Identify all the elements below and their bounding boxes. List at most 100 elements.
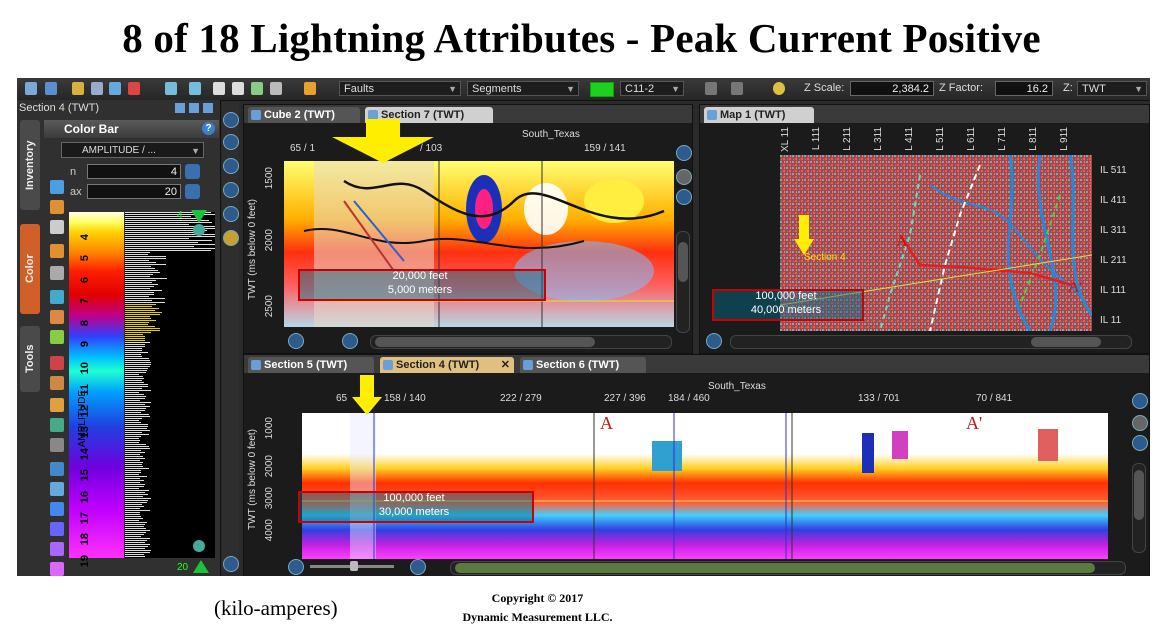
zoom-slider-thumb[interactable] [350, 561, 358, 571]
undo-icon[interactable] [705, 82, 717, 95]
pick-icon[interactable] [128, 82, 140, 95]
tab-color[interactable]: Color [20, 224, 40, 314]
span-icon[interactable] [165, 82, 177, 95]
scroll-thumb[interactable] [678, 242, 688, 282]
settings-icon[interactable] [270, 82, 282, 95]
zoom-out-icon[interactable] [193, 540, 205, 552]
map-horizontal-scrollbar[interactable] [730, 335, 1132, 349]
scroll-thumb[interactable] [1134, 470, 1144, 520]
max-handle-icon[interactable] [191, 210, 207, 223]
pin-icon[interactable] [175, 103, 185, 113]
tab-cube-2[interactable]: Cube 2 (TWT) [248, 107, 360, 123]
zoom-slider[interactable] [310, 561, 394, 571]
rotate-icon[interactable] [223, 182, 239, 198]
color-swatch[interactable] [590, 82, 614, 97]
z-scale-field[interactable]: 2,384.2 [850, 81, 934, 96]
fill-icon[interactable] [50, 462, 64, 476]
undo-icon[interactable] [50, 244, 64, 258]
gradient-icon[interactable] [50, 310, 64, 324]
horizon-combo[interactable]: C11-2 ▼ [620, 81, 684, 96]
zoom-icon[interactable] [223, 158, 239, 174]
grid-icon[interactable] [50, 438, 64, 452]
max-reset-icon[interactable] [185, 184, 200, 199]
zoom-in-icon[interactable] [676, 145, 692, 161]
flip-icon[interactable] [50, 290, 64, 304]
zoom-out-icon[interactable] [288, 333, 304, 349]
faults-combo[interactable]: Faults ▼ [339, 81, 461, 96]
swatch-navy-icon[interactable] [50, 502, 64, 516]
tab-section-5[interactable]: Section 5 (TWT) [248, 357, 374, 373]
image-icon[interactable] [50, 330, 64, 344]
zoom-in-icon[interactable] [410, 559, 426, 575]
redo-icon[interactable] [731, 82, 743, 95]
vertical-scrollbar[interactable] [676, 231, 690, 333]
zoom-out-icon[interactable] [1132, 435, 1148, 451]
pan-icon[interactable] [223, 134, 239, 150]
cursor-icon[interactable] [232, 82, 244, 95]
zoom-in-icon[interactable] [342, 333, 358, 349]
horizontal-scrollbar[interactable] [450, 561, 1126, 575]
swatch-purple-icon[interactable] [50, 522, 64, 536]
z-factor-field[interactable]: 16.2 [995, 81, 1053, 96]
colorbar-header[interactable]: Color Bar ? [44, 120, 219, 138]
vertical-scrollbar[interactable] [1132, 463, 1146, 553]
attribute-combo[interactable]: AMPLITUDE / ... ▼ [61, 142, 204, 158]
redo-icon[interactable] [50, 266, 64, 280]
seismic-section-7[interactable] [284, 161, 674, 327]
seismic-section-4[interactable] [302, 413, 1108, 559]
scroll-thumb[interactable] [1031, 337, 1101, 347]
min-handle-icon[interactable] [193, 560, 209, 573]
open-icon[interactable] [25, 82, 37, 95]
pan-icon[interactable] [676, 169, 692, 185]
swatch-blue-icon[interactable] [50, 482, 64, 496]
tab-section-6[interactable]: Section 6 (TWT) [520, 357, 646, 373]
swatch-magenta-icon[interactable] [50, 562, 64, 576]
min-field[interactable]: 4 [87, 164, 181, 179]
fit-icon[interactable] [223, 206, 239, 222]
z-domain-combo[interactable]: TWT ▼ [1077, 81, 1147, 96]
swatch-violet-icon[interactable] [50, 542, 64, 556]
filter-icon[interactable] [109, 82, 121, 95]
lightning-map[interactable] [780, 155, 1092, 331]
minimize-icon[interactable] [189, 103, 199, 113]
layout-icon[interactable] [213, 82, 225, 95]
folder-icon[interactable] [72, 82, 84, 95]
zoom-in-icon[interactable] [193, 224, 205, 236]
document-icon[interactable] [50, 220, 64, 234]
zoom-in-icon[interactable] [223, 112, 239, 128]
help-icon[interactable]: ? [202, 122, 215, 135]
camera-icon[interactable] [251, 82, 263, 95]
pan-icon[interactable] [1132, 415, 1148, 431]
dock-icon[interactable] [203, 103, 213, 113]
save-icon[interactable] [45, 82, 57, 95]
amplitude-histogram[interactable] [125, 212, 215, 558]
zoom-in-icon[interactable] [1132, 393, 1148, 409]
pencil-icon[interactable] [304, 82, 316, 95]
min-reset-icon[interactable] [185, 164, 200, 179]
segments-combo[interactable]: Segments ▼ [467, 81, 579, 96]
palette-icon[interactable] [50, 200, 64, 214]
window-icon[interactable] [223, 556, 239, 572]
scroll-thumb[interactable] [455, 563, 1095, 573]
refresh-icon[interactable] [50, 180, 64, 194]
horizontal-scrollbar[interactable] [370, 335, 672, 349]
zoom-out-icon[interactable] [676, 189, 692, 205]
sun-icon[interactable] [773, 82, 785, 95]
colorbar[interactable] [69, 212, 124, 558]
pan-icon[interactable] [189, 82, 201, 95]
zoom-out-icon[interactable] [288, 559, 304, 575]
tab-section-4[interactable]: Section 4 (TWT) ✕ [380, 357, 514, 373]
zoom-out-icon[interactable] [706, 333, 722, 349]
layers-icon[interactable] [223, 230, 239, 246]
ramp-icon[interactable] [50, 376, 64, 390]
max-field[interactable]: 20 [87, 184, 181, 199]
triangle-icon[interactable] [50, 356, 64, 370]
tab-map-1[interactable]: Map 1 (TWT) [704, 107, 814, 123]
ramp-alt-icon[interactable] [50, 398, 64, 412]
copy-icon[interactable] [91, 82, 103, 95]
tab-inventory[interactable]: Inventory [20, 120, 40, 210]
close-icon[interactable]: ✕ [500, 359, 510, 371]
tab-tools[interactable]: Tools [20, 326, 40, 392]
scroll-thumb[interactable] [375, 337, 595, 347]
band-icon[interactable] [50, 418, 64, 432]
